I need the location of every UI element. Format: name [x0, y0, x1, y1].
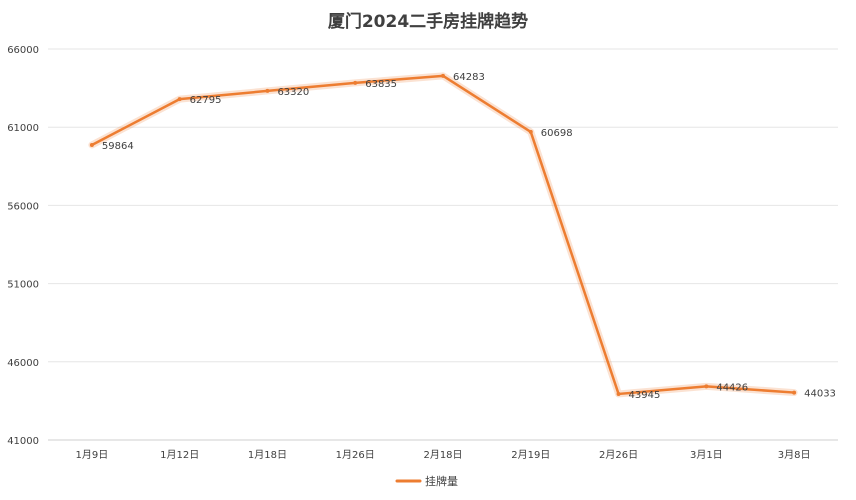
- x-tick-label: 1月9日: [76, 449, 109, 461]
- y-tick-label: 51000: [7, 280, 39, 291]
- x-tick-label: 1月26日: [336, 449, 375, 461]
- data-label: 59864: [102, 141, 134, 152]
- x-tick-label: 1月18日: [248, 449, 287, 461]
- y-axis-ticks: 41000 46000 51000 56000 61000 66000: [7, 45, 39, 447]
- data-point: [528, 129, 533, 134]
- gridlines: [48, 48, 838, 441]
- data-label: 44033: [804, 389, 836, 400]
- data-label: 44426: [716, 382, 748, 393]
- data-label: 64283: [453, 72, 485, 83]
- x-tick-label: 2月19日: [511, 449, 550, 461]
- data-point: [177, 97, 182, 102]
- series-line: [90, 74, 796, 396]
- y-tick-label: 66000: [7, 45, 39, 56]
- chart-title: 厦门2024二手房挂牌趋势: [328, 11, 528, 32]
- series-line-shadow: [88, 72, 798, 398]
- x-tick-label: 3月1日: [690, 449, 723, 461]
- data-point: [89, 142, 94, 147]
- legend-label: 挂牌量: [425, 474, 458, 488]
- y-tick-label: 61000: [7, 123, 39, 134]
- data-label: 62795: [190, 95, 222, 106]
- y-tick-label: 46000: [7, 358, 39, 369]
- x-tick-label: 1月12日: [160, 449, 199, 461]
- x-axis-ticks: 1月9日 1月12日 1月18日 1月26日 2月18日 2月19日 2月26日 3月1日 3月…: [76, 449, 811, 461]
- x-tick-label: 2月26日: [599, 449, 638, 461]
- data-point: [704, 384, 709, 389]
- data-label: 60698: [541, 128, 573, 139]
- legend: 挂牌量: [395, 474, 458, 488]
- y-tick-label: 41000: [7, 436, 39, 447]
- y-tick-label: 56000: [7, 201, 39, 212]
- data-label: 43945: [629, 390, 661, 401]
- data-point: [441, 73, 445, 78]
- data-label: 63320: [277, 87, 309, 98]
- data-label: 63835: [365, 79, 397, 90]
- data-point: [353, 80, 358, 85]
- x-tick-label: 3月8日: [778, 449, 811, 461]
- data-point: [265, 88, 270, 93]
- data-point: [792, 390, 797, 395]
- data-point: [616, 391, 621, 396]
- series-layer: [88, 72, 798, 398]
- x-tick-label: 2月18日: [423, 449, 462, 461]
- data-labels: 59864 62795 63320 63835 64283 60698 43945 44426…: [102, 72, 836, 401]
